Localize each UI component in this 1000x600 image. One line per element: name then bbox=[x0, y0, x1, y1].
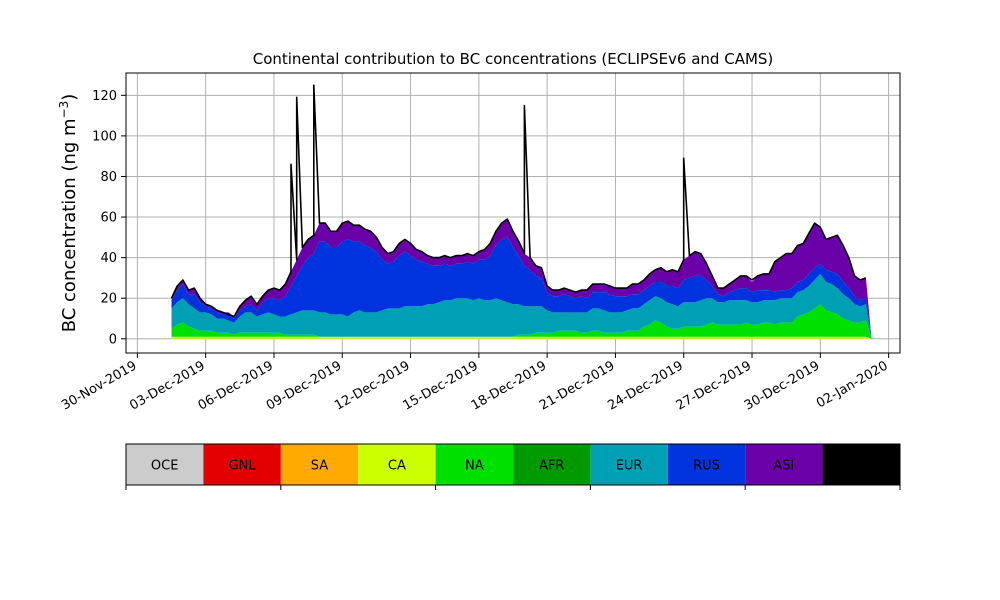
x-tick-label: 06-Dec-2019 bbox=[196, 358, 276, 413]
colorbar-swatch-rus bbox=[667, 444, 746, 485]
y-tick-label: 120 bbox=[92, 89, 117, 104]
x-tick-label: 18-Dec-2019 bbox=[469, 358, 549, 413]
colorbar-swatch-gnl bbox=[203, 444, 281, 485]
y-axis-label: BC concentration (ng m−3) bbox=[57, 94, 80, 333]
y-axis-label-superscript: −3 bbox=[57, 101, 71, 119]
total-line-group bbox=[170, 84, 867, 318]
colorbar-frame bbox=[125, 443, 901, 486]
colorbar-swatch-aus bbox=[822, 444, 900, 485]
area-series-na bbox=[171, 304, 878, 339]
x-tick-label: 21-Dec-2019 bbox=[537, 358, 617, 413]
y-axis-label-main: BC concentration (ng m bbox=[59, 118, 80, 332]
y-tick-label: 0 bbox=[109, 332, 117, 347]
colorbar-swatch-na bbox=[435, 444, 513, 485]
colorbar-label-eur: EUR bbox=[616, 459, 643, 474]
x-tick-label: 24-Dec-2019 bbox=[605, 358, 685, 413]
colorbar-swatch-asi bbox=[745, 444, 823, 485]
colorbar-label-oce: OCE bbox=[151, 459, 179, 474]
y-tick-label: 60 bbox=[100, 211, 117, 226]
y-tick-label: 80 bbox=[100, 170, 117, 185]
total-concentration-line bbox=[170, 84, 867, 318]
colorbar-label-asi: ASI bbox=[773, 459, 794, 474]
y-tick-label: 100 bbox=[92, 129, 117, 144]
colorbar-swatch-afr bbox=[513, 444, 591, 485]
colorbar-label-aus: AUS bbox=[848, 459, 875, 474]
x-tick-label: 03-Dec-2019 bbox=[127, 358, 207, 413]
x-axis-ticks: 30-Nov-201903-Dec-201906-Dec-201909-Dec-… bbox=[59, 353, 891, 414]
colorbar-label-ca: CA bbox=[388, 459, 406, 474]
y-axis-ticks: 0 20 40 60 80 100 120 bbox=[92, 89, 126, 347]
stacked-area-layers bbox=[171, 219, 878, 339]
colorbar-label-sa: SA bbox=[311, 459, 328, 474]
color-legend-bar: OCE GNL SA CA NA AFR EUR RUS ASI AUS bbox=[125, 443, 901, 490]
x-tick-label: 12-Dec-2019 bbox=[332, 358, 412, 413]
colorbar-swatch-ca bbox=[358, 444, 436, 485]
area-series-ca bbox=[171, 336, 878, 339]
x-tick-label: 30-Dec-2019 bbox=[742, 358, 822, 413]
colorbar-label-rus: RUS bbox=[693, 459, 720, 474]
x-tick-label: 09-Dec-2019 bbox=[264, 358, 344, 413]
y-axis-label-close: ) bbox=[59, 94, 80, 101]
x-tick-label: 30-Nov-2019 bbox=[59, 358, 139, 413]
colorbar-swatch-oce bbox=[126, 444, 204, 485]
x-tick-label: 02-Jan-2020 bbox=[814, 358, 891, 411]
colorbar-label-gnl: GNL bbox=[229, 459, 257, 474]
area-series-rus bbox=[171, 237, 878, 339]
colorbar-label-na: NA bbox=[465, 459, 484, 474]
colorbar-swatch-sa bbox=[280, 444, 359, 485]
area-series-eur bbox=[171, 273, 878, 339]
x-tick-label: 27-Dec-2019 bbox=[674, 358, 754, 413]
plot-frame bbox=[125, 72, 901, 354]
chart-title: Continental contribution to BC concentra… bbox=[253, 50, 774, 68]
colorbar-swatch-eur bbox=[590, 444, 668, 485]
y-tick-label: 40 bbox=[100, 251, 117, 266]
colorbar-label-afr: AFR bbox=[539, 459, 564, 474]
y-tick-label: 20 bbox=[100, 292, 117, 307]
x-tick-label: 15-Dec-2019 bbox=[400, 358, 480, 413]
